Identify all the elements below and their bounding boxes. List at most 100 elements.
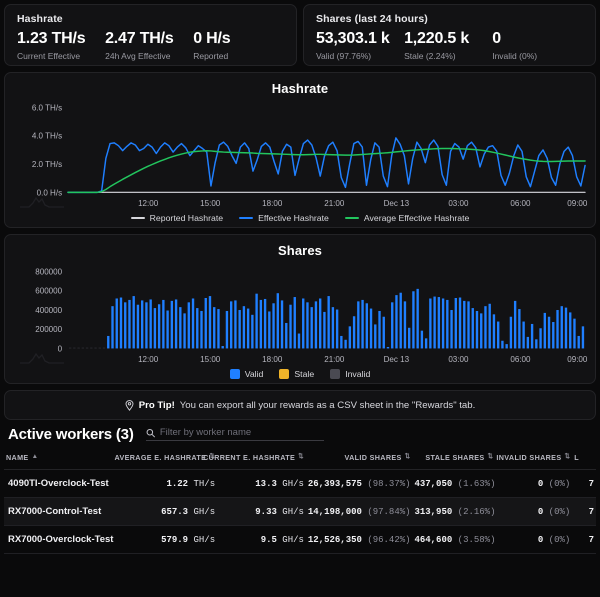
shares-summary-card: Shares (last 24 hours) 53,303.1 k Valid … [303,4,596,66]
active-workers-table: NAME ▲ AVERAGE E. HASHRATE ⇅ CURRENT E. … [4,447,596,555]
sort-asc-icon: ▲ [31,453,39,461]
value: 1.22 [166,478,189,489]
svg-text:12:00: 12:00 [138,199,159,208]
table-header: NAME ▲ AVERAGE E. HASHRATE ⇅ CURRENT E. … [4,447,596,471]
value: 657.3 [161,506,189,517]
pro-tip-text: You can export all your rewards as a CSV… [179,399,476,411]
value: 437,050 [414,478,453,489]
stat-label: 24h Avg Effective [105,50,171,61]
sparkline-watermark-icon [20,196,64,208]
legend-item-effective-hashrate[interactable]: Effective Hashrate [239,213,329,223]
legend-swatch-icon [330,369,341,380]
column-header-current-hashrate[interactable]: CURRENT E. HASHRATE ⇅ [203,447,306,471]
svg-text:Dec 13: Dec 13 [384,355,410,364]
legend-label: Invalid [345,369,371,380]
worker-stale-shares: 464,600 (3.58%) [412,525,496,555]
worker-name: RX7000-Overclock-Test [4,525,129,555]
stat-value: 0 H/s [193,30,231,47]
shares-chart-area[interactable]: 0 200000 400000 600000 800000 12:00 15:00 18:00… [11,258,589,368]
legend-item-reported-hashrate[interactable]: Reported Hashrate [130,212,224,223]
worker-search-input[interactable] [159,427,324,439]
stat-value: 53,303.1 k [316,30,390,47]
column-header-valid-shares[interactable]: VALID SHARES ⇅ [305,447,413,471]
column-header-name[interactable]: NAME ▲ [4,447,129,471]
column-label: L [574,453,580,463]
legend-item-stale[interactable]: Stale [279,369,315,380]
worker-name: 4090TI-Overclock-Test [4,469,129,499]
sparkline-watermark-icon [20,352,64,364]
pro-tip-banner: Pro Tip! You can export all your rewards… [4,390,596,421]
stat-reported: 0 H/s Reported [193,30,281,61]
percent: (0%) [548,478,571,489]
legend-label: Stale [294,369,315,380]
sort-toggle-icon: ⇅ [209,453,216,461]
value: 313,950 [414,506,453,517]
worker-valid-shares: 12,526,350 (96.42%) [305,525,413,555]
legend-swatch-icon [344,216,359,220]
table-row[interactable]: RX7000-Overclock-Test 579.9 GH/s 9.5 GH/… [4,525,596,555]
column-header-stale-shares[interactable]: STALE SHARES ⇅ [412,447,496,471]
shares-stat-list: 53,303.1 k Valid (97.76%) 1,220.5 k Stal… [316,30,583,61]
hashrate-card-title: Hashrate [17,13,63,25]
svg-text:18:00: 18:00 [262,199,283,208]
worker-name: RX7000-Control-Test [4,497,129,527]
legend-item-valid[interactable]: Valid [229,369,263,380]
shares-bar-chart[interactable]: 0 200000 400000 600000 800000 12:00 15:00 18:00… [11,258,589,368]
worker-average-hashrate: 579.9 GH/s [128,525,218,555]
percent: (97.84%) [367,506,411,517]
value: 9.5 [260,534,277,545]
table-row[interactable]: 4090TI-Overclock-Test 1.22 TH/s 13.3 GH/… [4,469,596,499]
svg-text:03:00: 03:00 [448,355,469,364]
hashrate-stat-list: 1.23 TH/s Current Effective 2.47 TH/s 24… [17,30,284,61]
percent: (3.58%) [457,534,496,545]
unit: GH/s [282,534,304,545]
shares-chart-card: Shares 0 200000 400000 600000 800000 12:00 15:… [4,233,596,385]
svg-text:Dec 13: Dec 13 [384,199,410,208]
hashrate-line-chart[interactable]: 0.0 H/s 2.0 TH/s 4.0 TH/s 6.0 TH/s 12:00 15:0… [11,96,589,212]
svg-text:12:00: 12:00 [138,355,159,364]
shares-card-title: Shares (last 24 hours) [316,13,428,25]
sort-toggle-icon: ⇅ [298,453,304,461]
stat-label: Reported [193,50,229,61]
worker-invalid-shares: 0 (0%) [495,497,573,527]
hashrate-chart-title: Hashrate [271,81,329,96]
percent: (98.37%) [367,478,411,489]
worker-current-hashrate: 13.3 GH/s [217,469,306,499]
stat-24h-avg-effective: 2.47 TH/s 24h Avg Effective [105,30,193,61]
value: 0 [537,534,544,545]
stat-label: Current Effective [17,50,81,61]
legend-item-average-effective-hashrate[interactable]: Average Effective Hashrate [344,213,469,223]
pro-tip-label: Pro Tip! [138,399,175,411]
pin-icon [125,399,134,411]
worker-last-seen: 7 [572,469,596,499]
stat-value: 1.23 TH/s [17,30,86,47]
unit: GH/s [282,506,304,517]
hashrate-chart-area[interactable]: 0.0 H/s 2.0 TH/s 4.0 TH/s 6.0 TH/s 12:00 15:0… [11,96,589,212]
svg-text:6.0 TH/s: 6.0 TH/s [32,103,62,112]
legend-label: Reported Hashrate [149,212,224,223]
value: 26,393,575 [307,478,362,489]
svg-text:03:00: 03:00 [448,199,469,208]
value: 13.3 [255,478,277,489]
column-header-last-seen-truncated[interactable]: L [572,447,596,471]
worker-stale-shares: 437,050 (1.63%) [412,469,495,499]
svg-text:18:00: 18:00 [262,355,283,364]
column-header-average-hashrate[interactable]: AVERAGE E. HASHRATE ⇅ [114,447,218,471]
svg-text:200000: 200000 [35,325,62,334]
svg-text:800000: 800000 [35,268,62,277]
worker-stale-shares: 313,950 (2.16%) [412,497,495,527]
worker-invalid-shares: 0 (0%) [495,469,573,499]
worker-search-wrapper[interactable] [145,427,324,442]
percent: (0%) [548,506,571,517]
value: 14,198,000 [307,506,362,517]
stat-label: Stale (2.24%) [404,50,456,61]
column-header-invalid-shares[interactable]: INVALID SHARES ⇅ [495,447,573,471]
legend-item-invalid[interactable]: Invalid [330,369,371,380]
svg-text:09:00: 09:00 [567,199,588,208]
column-label: NAME [6,453,29,463]
table-row[interactable]: RX7000-Control-Test 657.3 GH/s 9.33 GH/s… [4,497,596,527]
svg-text:21:00: 21:00 [324,355,345,364]
legend-swatch-icon [239,216,254,220]
svg-text:600000: 600000 [35,287,62,296]
